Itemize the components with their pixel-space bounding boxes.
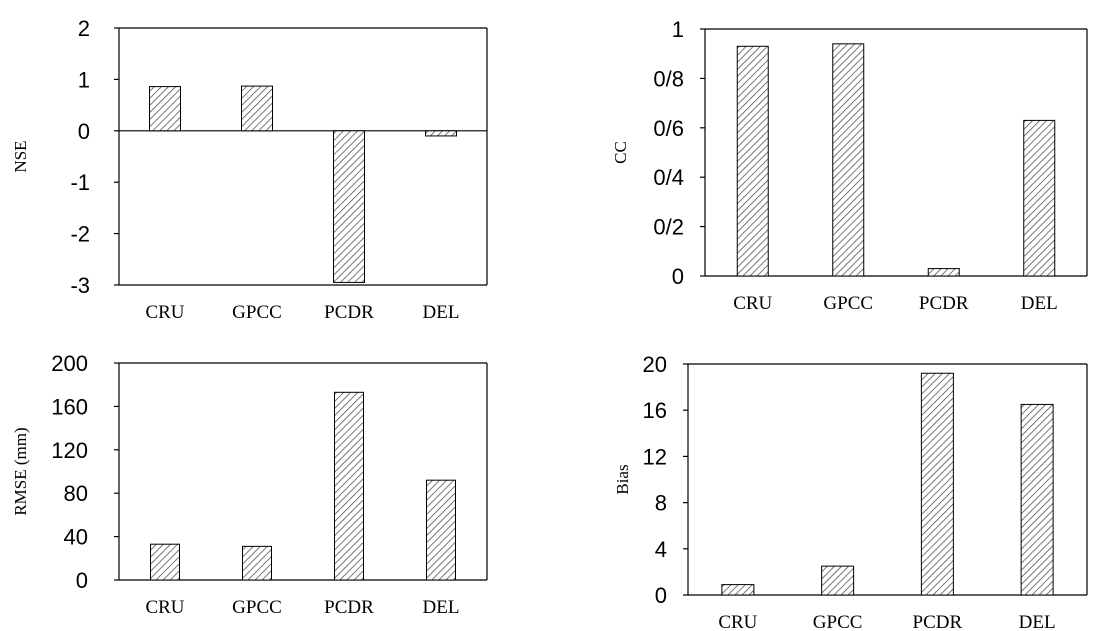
bar-cru[interactable] [736,45,769,277]
x-tick-label-pcdr: PCDR [324,302,374,323]
chart-1-cc: 1 0/8 0/6 0/4 0/2 0 CRU GPCC PCDR DEL CC [611,17,1088,314]
y-tick-label: 1 [78,67,90,92]
x-tick-label-del: DEL [423,597,460,618]
y-tick-label: 0/2 [653,215,684,240]
y-tick-label: 80 [64,481,88,506]
x-tick-label-pcdr: PCDR [913,612,963,631]
x-tick-label-cru: CRU [145,302,184,323]
x-tick-label-gpcc: GPCC [232,302,282,323]
y-tick-label: 0 [78,119,90,144]
x-tick-label-pcdr: PCDR [919,293,969,314]
bar-del[interactable] [425,130,457,137]
bar-gpcc[interactable] [821,565,855,596]
bar-pcdr[interactable] [927,268,960,277]
y-tick-label: 12 [643,444,667,469]
y-axis-title: NSE [11,140,30,172]
y-axis-title: Bias [613,464,632,494]
y-tick-label: 16 [643,398,667,423]
bar-cru[interactable] [149,86,181,132]
x-tick-label-gpcc: GPCC [232,597,282,618]
y-tick-label: 0/8 [653,66,684,91]
x-tick-label-cru: CRU [733,293,772,314]
bar-gpcc[interactable] [832,43,865,277]
y-tick-label: 120 [51,438,88,463]
y-tick-label: 0 [672,264,684,289]
y-tick-label: 2 [78,16,90,41]
bar-pcdr[interactable] [334,391,364,581]
x-tick-label-del: DEL [1021,293,1058,314]
y-tick-label: 0 [655,583,667,608]
y-tick-label: -1 [70,170,90,195]
bar-del[interactable] [426,479,456,581]
bar-del[interactable] [1023,119,1056,277]
y-tick-label: 0/4 [653,165,684,190]
bar-pcdr[interactable] [333,130,365,283]
y-tick-label: 1 [672,17,684,42]
y-tick-label: 160 [51,394,88,419]
bar-gpcc[interactable] [241,85,273,132]
y-axis-title: RMSE (mm) [11,427,30,515]
x-tick-label-del: DEL [423,302,460,323]
y-tick-label: 20 [643,352,667,377]
y-tick-label: 40 [64,525,88,550]
chart-0-nse: 2 1 0 -1 -2 -3 CRU GPCC PCDR DEL NSE [11,16,488,323]
y-tick-label: 8 [655,491,667,516]
y-tick-label: -3 [70,273,90,298]
x-tick-label-gpcc: GPCC [823,293,873,314]
bar-pcdr[interactable] [920,372,954,596]
bar-gpcc[interactable] [242,545,272,581]
x-tick-label-del: DEL [1019,612,1056,631]
y-tick-label: -2 [70,222,90,247]
y-tick-label: 4 [655,537,667,562]
bar-cru[interactable] [721,584,755,596]
y-tick-label: 0/6 [653,116,684,141]
x-tick-label-cru: CRU [718,612,757,631]
x-tick-label-cru: CRU [145,597,184,618]
x-tick-label-gpcc: GPCC [813,612,863,631]
y-axis-title: CC [611,141,630,164]
chart-3-bias: 20 16 12 8 4 0 CRU GPCC PCDR DEL Bias [613,352,1088,631]
x-tick-label-pcdr: PCDR [324,597,374,618]
y-tick-label: 0 [76,568,88,593]
y-tick-label: 200 [51,351,88,376]
bar-del[interactable] [1020,403,1054,596]
bar-cru[interactable] [150,543,180,581]
chart-2-rmse-mm: 200 160 120 80 40 0 CRU GPCC PCDR DEL RMSE (mm) [11,351,488,618]
